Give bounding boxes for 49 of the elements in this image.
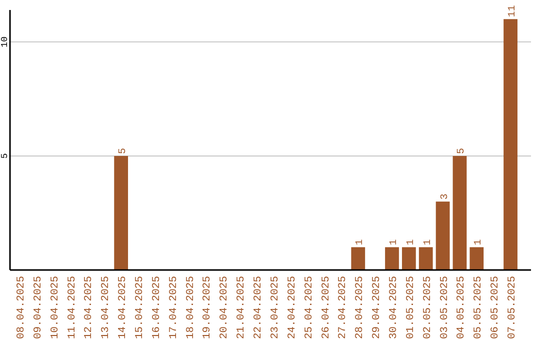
x-tick-label: 21.04.2025: [236, 276, 248, 340]
bar: [418, 247, 433, 270]
x-tick-label: 19.04.2025: [202, 276, 214, 340]
x-tick-label: 22.04.2025: [252, 276, 265, 340]
x-tick-label: 28.04.2025: [354, 276, 366, 340]
x-tick-label: 26.04.2025: [320, 276, 332, 340]
bar: [470, 247, 484, 270]
bar: [351, 247, 366, 270]
x-tick-label: 10.04.2025: [49, 276, 62, 340]
data-label: 11: [508, 5, 519, 18]
x-tick-label: 08.04.2025: [15, 276, 28, 340]
y-tick-label: 10: [0, 36, 10, 48]
x-tick-label: 16.04.2025: [150, 276, 163, 340]
bar: [114, 156, 128, 270]
x-tick-label: 30.04.2025: [388, 276, 400, 340]
bar: [504, 19, 518, 270]
x-tick-label: 25.04.2025: [303, 276, 316, 340]
x-tick-label: 18.04.2025: [184, 276, 197, 340]
data-label: 5: [118, 148, 130, 154]
data-label: 1: [406, 239, 417, 246]
x-tick-label: 04.05.2025: [456, 276, 468, 340]
x-tick-label: 07.05.2025: [506, 276, 519, 340]
x-tick-label: 02.05.2025: [422, 276, 434, 340]
x-tick-label: 01.05.2025: [404, 276, 417, 340]
data-label: 1: [388, 239, 400, 246]
x-tick-label: 06.05.2025: [490, 276, 502, 340]
bar: [436, 202, 450, 270]
x-tick-label: 27.04.2025: [337, 276, 350, 340]
data-label: 1: [355, 239, 366, 246]
x-tick-label: 15.04.2025: [134, 276, 146, 340]
data-label: 1: [474, 239, 485, 246]
x-tick-label: 14.04.2025: [117, 276, 130, 340]
bar: [402, 247, 416, 270]
x-tick-label: 24.04.2025: [286, 276, 298, 340]
bar: [385, 247, 399, 270]
x-tick-label: 29.04.2025: [371, 276, 384, 340]
x-tick-label: 23.04.2025: [269, 276, 282, 340]
data-label: 5: [456, 148, 468, 154]
x-tick-label: 20.04.2025: [218, 276, 231, 340]
bar: [452, 156, 467, 270]
data-label: 3: [440, 194, 451, 200]
x-tick-label: 03.05.2025: [438, 276, 451, 340]
x-tick-label: 11.04.2025: [66, 276, 78, 340]
x-tick-label: 12.04.2025: [83, 276, 96, 340]
x-tick-label: 05.05.2025: [472, 276, 485, 340]
x-tick-label: 09.04.2025: [32, 276, 44, 340]
x-tick-label: 13.04.2025: [100, 276, 112, 340]
data-label: 1: [422, 239, 434, 246]
x-tick-label: 17.04.2025: [168, 276, 180, 340]
